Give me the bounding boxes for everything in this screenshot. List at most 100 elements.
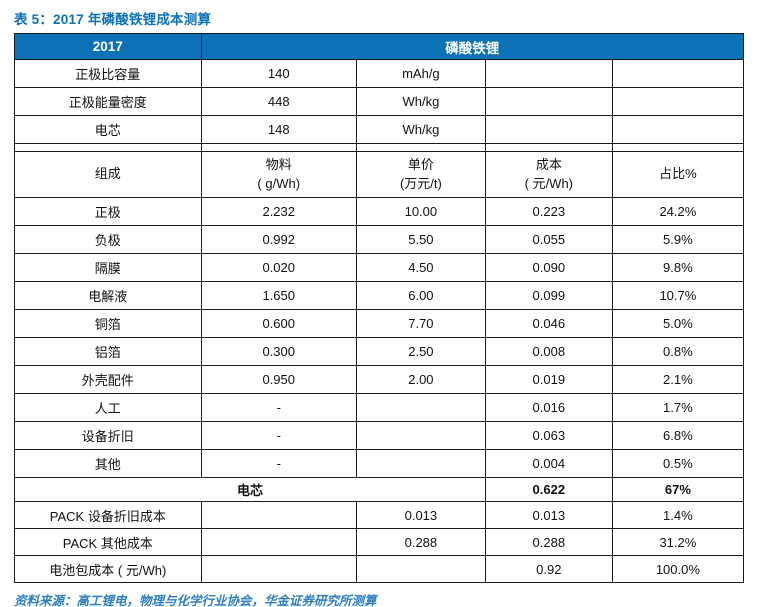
empty-cell	[200, 528, 357, 556]
component-label: 其他	[14, 449, 202, 478]
component-material: -	[200, 421, 357, 450]
table-header-row: 2017 磷酸铁锂	[14, 33, 745, 60]
empty-cell	[484, 87, 613, 116]
component-label: 外壳配件	[14, 365, 202, 394]
component-row: 外壳配件 0.950 2.00 0.019 2.1%	[14, 365, 745, 394]
component-cost: 0.019	[484, 365, 613, 394]
spec-value: 148	[200, 115, 357, 144]
component-price: 4.50	[355, 253, 486, 282]
separator-row	[14, 143, 745, 152]
component-material: -	[200, 449, 357, 478]
component-row: 人工 - 0.016 1.7%	[14, 393, 745, 422]
component-cost: 0.008	[484, 337, 613, 366]
component-cost: 0.063	[484, 421, 613, 450]
component-price: 6.00	[355, 281, 486, 310]
component-price: 10.00	[355, 197, 486, 226]
col-header-cost: 成本 ( 元/Wh)	[484, 151, 613, 198]
component-share: 5.0%	[611, 309, 745, 338]
component-cost: 0.016	[484, 393, 613, 422]
pack-label: PACK 其他成本	[14, 528, 202, 556]
component-material: -	[200, 393, 357, 422]
empty-cell	[484, 59, 613, 88]
empty-cell	[611, 59, 745, 88]
component-row: 正极 2.232 10.00 0.223 24.2%	[14, 197, 745, 226]
header-product-cell: 磷酸铁锂	[200, 33, 745, 60]
component-price: 7.70	[355, 309, 486, 338]
col-header-material-line1: 物料	[265, 156, 292, 172]
component-label: 人工	[14, 393, 202, 422]
component-price	[355, 449, 486, 478]
component-label: 铝箔	[14, 337, 202, 366]
cost-table: 2017 磷酸铁锂 正极比容量 140 mAh/g 正极能量密度 448 Wh/…	[14, 33, 745, 583]
pack-share: 31.2%	[611, 528, 745, 556]
component-material: 0.300	[200, 337, 357, 366]
component-share: 9.8%	[611, 253, 745, 282]
component-label: 铜箔	[14, 309, 202, 338]
empty-cell	[611, 87, 745, 116]
empty-cell	[355, 143, 486, 152]
component-share: 2.1%	[611, 365, 745, 394]
header-year-cell: 2017	[14, 33, 202, 60]
spec-value: 140	[200, 59, 357, 88]
col-header-share: 占比%	[611, 151, 745, 198]
component-price: 2.00	[355, 365, 486, 394]
col-header-price: 单价 (万元/t)	[355, 151, 486, 198]
cell-total-label: 电芯	[14, 477, 486, 502]
pack-label: 电池包成本 ( 元/Wh)	[14, 555, 202, 583]
component-label: 正极	[14, 197, 202, 226]
component-row: 负极 0.992 5.50 0.055 5.9%	[14, 225, 745, 254]
pack-share: 1.4%	[611, 501, 745, 529]
pack-label: PACK 设备折旧成本	[14, 501, 202, 529]
component-cost: 0.046	[484, 309, 613, 338]
component-material: 0.950	[200, 365, 357, 394]
cell-total-row: 电芯 0.622 67%	[14, 477, 745, 502]
empty-cell	[484, 143, 613, 152]
pack-price	[355, 555, 486, 583]
col-header-material-line2: ( g/Wh)	[257, 175, 301, 191]
component-price: 5.50	[355, 225, 486, 254]
spec-unit: Wh/kg	[355, 87, 486, 116]
empty-cell	[200, 501, 357, 529]
empty-cell	[14, 143, 202, 152]
component-label: 隔膜	[14, 253, 202, 282]
component-row: 电解液 1.650 6.00 0.099 10.7%	[14, 281, 745, 310]
spec-row: 正极能量密度 448 Wh/kg	[14, 87, 745, 116]
component-cost: 0.055	[484, 225, 613, 254]
component-price	[355, 393, 486, 422]
component-label: 负极	[14, 225, 202, 254]
col-header-price-line2: (万元/t)	[399, 175, 442, 191]
pack-row: PACK 设备折旧成本 0.013 0.013 1.4%	[14, 501, 745, 529]
empty-cell	[200, 555, 357, 583]
spec-label: 正极能量密度	[14, 87, 202, 116]
spec-value: 448	[200, 87, 357, 116]
component-row: 铝箔 0.300 2.50 0.008 0.8%	[14, 337, 745, 366]
cell-total-share: 67%	[611, 477, 745, 502]
pack-price: 0.013	[355, 501, 486, 529]
empty-cell	[484, 115, 613, 144]
component-material: 0.992	[200, 225, 357, 254]
component-cost: 0.099	[484, 281, 613, 310]
spec-label: 电芯	[14, 115, 202, 144]
component-price	[355, 421, 486, 450]
empty-cell	[611, 115, 745, 144]
empty-cell	[611, 143, 745, 152]
spec-label: 正极比容量	[14, 59, 202, 88]
pack-price: 0.288	[355, 528, 486, 556]
component-material: 0.020	[200, 253, 357, 282]
pack-row: PACK 其他成本 0.288 0.288 31.2%	[14, 528, 745, 556]
component-share: 24.2%	[611, 197, 745, 226]
spec-row: 电芯 148 Wh/kg	[14, 115, 745, 144]
empty-cell	[200, 143, 357, 152]
spec-row: 正极比容量 140 mAh/g	[14, 59, 745, 88]
pack-cost: 0.92	[484, 555, 613, 583]
component-share: 0.5%	[611, 449, 745, 478]
component-row: 隔膜 0.020 4.50 0.090 9.8%	[14, 253, 745, 282]
component-share: 5.9%	[611, 225, 745, 254]
component-cost: 0.004	[484, 449, 613, 478]
table-title: 表 5：2017 年磷酸铁锂成本测算	[14, 12, 212, 27]
col-header-component: 组成	[14, 151, 202, 198]
col-header-material: 物料 ( g/Wh)	[200, 151, 357, 198]
col-header-cost-line2: ( 元/Wh)	[524, 175, 574, 191]
component-share: 6.8%	[611, 421, 745, 450]
